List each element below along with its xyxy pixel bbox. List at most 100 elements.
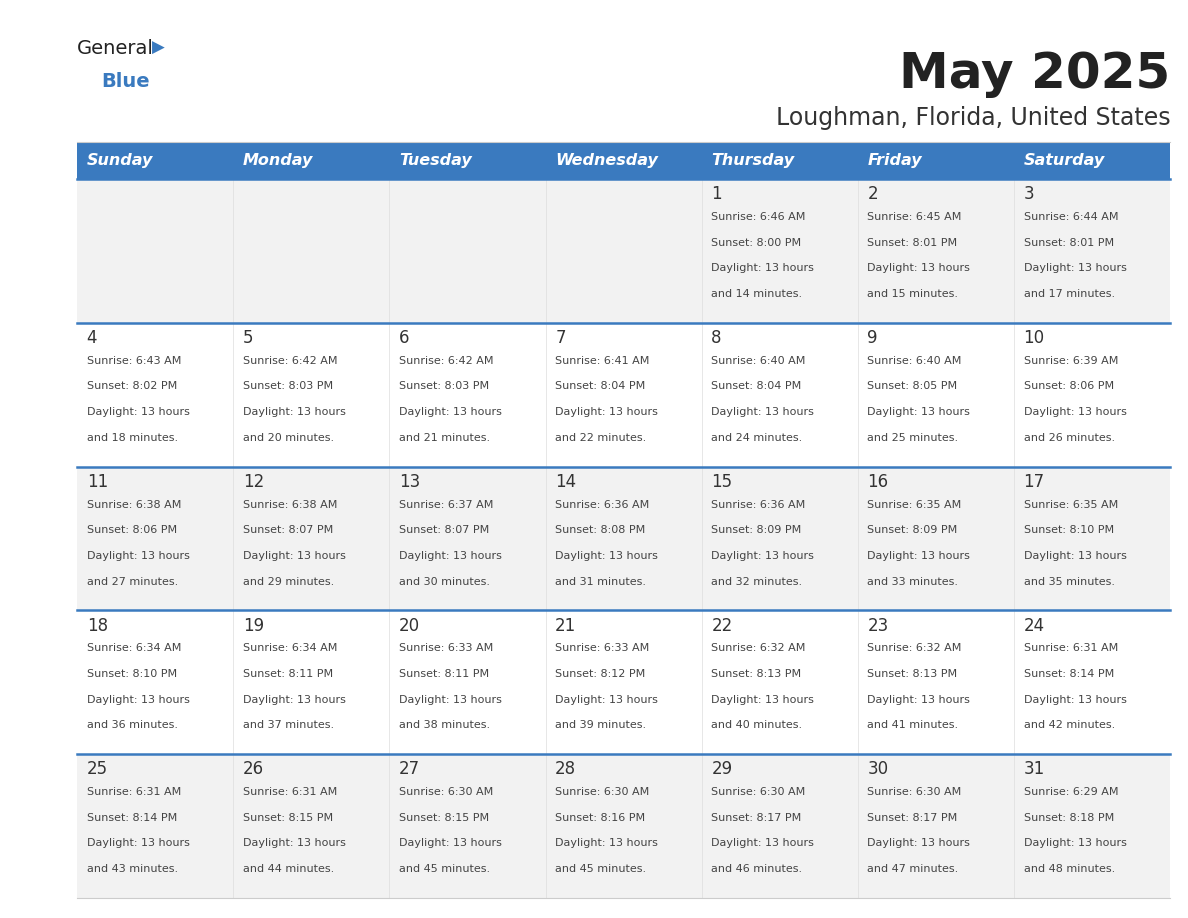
Text: Sunset: 8:09 PM: Sunset: 8:09 PM [867, 525, 958, 535]
Text: Sunday: Sunday [87, 153, 153, 168]
Text: Sunrise: 6:43 AM: Sunrise: 6:43 AM [87, 356, 181, 365]
Text: Sunset: 8:09 PM: Sunset: 8:09 PM [712, 525, 802, 535]
Text: Sunrise: 6:40 AM: Sunrise: 6:40 AM [867, 356, 962, 365]
Bar [545, 179, 702, 323]
Text: Daylight: 13 hours: Daylight: 13 hours [399, 695, 501, 705]
Text: Sunrise: 6:36 AM: Sunrise: 6:36 AM [555, 499, 650, 509]
Text: and 14 minutes.: and 14 minutes. [712, 289, 802, 299]
Text: 17: 17 [1024, 473, 1044, 491]
Text: Sunrise: 6:34 AM: Sunrise: 6:34 AM [87, 644, 181, 654]
Text: and 33 minutes.: and 33 minutes. [867, 577, 959, 587]
Text: Friday: Friday [867, 153, 922, 168]
Bar [233, 179, 390, 323]
Text: Sunset: 8:05 PM: Sunset: 8:05 PM [867, 382, 958, 391]
Text: Sunrise: 6:29 AM: Sunrise: 6:29 AM [1024, 787, 1118, 797]
Text: Saturday: Saturday [1024, 153, 1105, 168]
Text: Sunset: 8:01 PM: Sunset: 8:01 PM [867, 238, 958, 248]
Bar [702, 610, 858, 754]
Text: 31: 31 [1024, 760, 1044, 778]
Text: Sunrise: 6:41 AM: Sunrise: 6:41 AM [555, 356, 650, 365]
Text: and 31 minutes.: and 31 minutes. [555, 577, 646, 587]
Bar [390, 179, 545, 323]
Bar [77, 610, 233, 754]
Text: and 32 minutes.: and 32 minutes. [712, 577, 802, 587]
Text: General: General [77, 39, 154, 58]
Text: 8: 8 [712, 330, 722, 347]
Bar [390, 610, 545, 754]
Text: 22: 22 [712, 617, 733, 634]
Bar [858, 466, 1015, 610]
Text: Sunrise: 6:44 AM: Sunrise: 6:44 AM [1024, 212, 1118, 222]
Text: 12: 12 [242, 473, 264, 491]
Text: 20: 20 [399, 617, 421, 634]
Text: Sunrise: 6:33 AM: Sunrise: 6:33 AM [555, 644, 650, 654]
Text: Sunrise: 6:42 AM: Sunrise: 6:42 AM [399, 356, 493, 365]
Text: Daylight: 13 hours: Daylight: 13 hours [867, 551, 971, 561]
Text: Sunrise: 6:45 AM: Sunrise: 6:45 AM [867, 212, 962, 222]
Text: Sunrise: 6:35 AM: Sunrise: 6:35 AM [1024, 499, 1118, 509]
Bar [77, 323, 233, 466]
Text: Wednesday: Wednesday [555, 153, 658, 168]
Text: Sunrise: 6:30 AM: Sunrise: 6:30 AM [867, 787, 961, 797]
Bar [77, 142, 233, 179]
Text: Sunset: 8:06 PM: Sunset: 8:06 PM [87, 525, 177, 535]
Bar [233, 754, 390, 898]
Bar [858, 179, 1015, 323]
Text: 2: 2 [867, 185, 878, 204]
Text: 15: 15 [712, 473, 732, 491]
Bar [858, 323, 1015, 466]
Bar [233, 323, 390, 466]
Text: Sunrise: 6:46 AM: Sunrise: 6:46 AM [712, 212, 805, 222]
Text: Sunset: 8:07 PM: Sunset: 8:07 PM [242, 525, 333, 535]
Text: Sunset: 8:13 PM: Sunset: 8:13 PM [867, 669, 958, 679]
Text: Sunset: 8:18 PM: Sunset: 8:18 PM [1024, 812, 1114, 823]
Text: Sunrise: 6:40 AM: Sunrise: 6:40 AM [712, 356, 805, 365]
Text: Sunset: 8:10 PM: Sunset: 8:10 PM [87, 669, 177, 679]
Text: ▶: ▶ [152, 39, 165, 57]
Text: Sunset: 8:00 PM: Sunset: 8:00 PM [712, 238, 802, 248]
Text: Daylight: 13 hours: Daylight: 13 hours [399, 408, 501, 417]
Text: Sunrise: 6:39 AM: Sunrise: 6:39 AM [1024, 356, 1118, 365]
Text: Sunset: 8:12 PM: Sunset: 8:12 PM [555, 669, 645, 679]
Text: and 41 minutes.: and 41 minutes. [867, 721, 959, 731]
Text: Thursday: Thursday [712, 153, 795, 168]
Text: Sunrise: 6:30 AM: Sunrise: 6:30 AM [399, 787, 493, 797]
Text: Sunrise: 6:30 AM: Sunrise: 6:30 AM [555, 787, 650, 797]
Text: and 24 minutes.: and 24 minutes. [712, 432, 803, 442]
Text: Daylight: 13 hours: Daylight: 13 hours [867, 263, 971, 274]
Bar [390, 142, 545, 179]
Bar [545, 466, 702, 610]
Text: Daylight: 13 hours: Daylight: 13 hours [1024, 695, 1126, 705]
Text: Daylight: 13 hours: Daylight: 13 hours [867, 408, 971, 417]
Text: Daylight: 13 hours: Daylight: 13 hours [87, 838, 190, 848]
Text: Sunrise: 6:32 AM: Sunrise: 6:32 AM [867, 644, 962, 654]
Text: Daylight: 13 hours: Daylight: 13 hours [1024, 838, 1126, 848]
Bar [1015, 142, 1170, 179]
Text: Sunrise: 6:36 AM: Sunrise: 6:36 AM [712, 499, 805, 509]
Text: Sunset: 8:06 PM: Sunset: 8:06 PM [1024, 382, 1113, 391]
Text: 25: 25 [87, 760, 108, 778]
Text: Sunset: 8:15 PM: Sunset: 8:15 PM [399, 812, 489, 823]
Bar [390, 754, 545, 898]
Text: Sunset: 8:10 PM: Sunset: 8:10 PM [1024, 525, 1113, 535]
Text: 21: 21 [555, 617, 576, 634]
Bar [390, 466, 545, 610]
Text: Daylight: 13 hours: Daylight: 13 hours [242, 408, 346, 417]
Text: Sunrise: 6:32 AM: Sunrise: 6:32 AM [712, 644, 805, 654]
Text: Sunset: 8:04 PM: Sunset: 8:04 PM [555, 382, 645, 391]
Text: and 39 minutes.: and 39 minutes. [555, 721, 646, 731]
Text: Daylight: 13 hours: Daylight: 13 hours [1024, 551, 1126, 561]
Bar [858, 754, 1015, 898]
Text: May 2025: May 2025 [899, 50, 1170, 98]
Bar [545, 323, 702, 466]
Text: 27: 27 [399, 760, 421, 778]
Text: Sunset: 8:07 PM: Sunset: 8:07 PM [399, 525, 489, 535]
Text: Sunrise: 6:31 AM: Sunrise: 6:31 AM [87, 787, 181, 797]
Text: 4: 4 [87, 330, 97, 347]
Text: 1: 1 [712, 185, 722, 204]
Text: and 20 minutes.: and 20 minutes. [242, 432, 334, 442]
Text: Daylight: 13 hours: Daylight: 13 hours [712, 551, 814, 561]
Text: Sunset: 8:11 PM: Sunset: 8:11 PM [242, 669, 333, 679]
Text: Daylight: 13 hours: Daylight: 13 hours [1024, 263, 1126, 274]
Text: Daylight: 13 hours: Daylight: 13 hours [242, 551, 346, 561]
